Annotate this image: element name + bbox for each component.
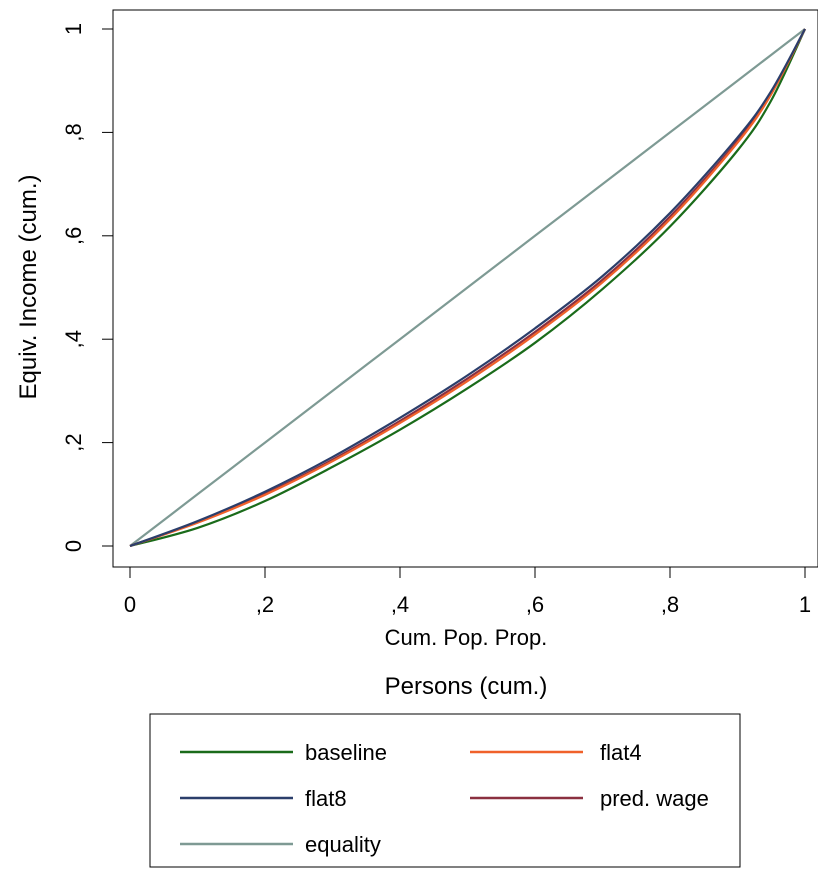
series-line-baseline <box>129 28 806 548</box>
y-tick-label: 0 <box>61 540 86 552</box>
y-tick-label: 1 <box>61 23 86 35</box>
x-tick-label: ,8 <box>661 592 679 617</box>
series-layer <box>129 28 806 548</box>
x-tick-label: 0 <box>124 592 136 617</box>
plot-frame <box>112 9 818 568</box>
series-line-equality <box>129 28 806 547</box>
legend-label-equality: equality <box>305 832 381 857</box>
x-tick-label: ,6 <box>526 592 544 617</box>
legend-box <box>149 713 741 868</box>
legend-label-baseline: baseline <box>305 740 387 765</box>
series-line-flat4 <box>129 28 806 548</box>
legend: baseline flat4 flat8 pred. wage equality <box>180 740 709 857</box>
x-tick-label: ,2 <box>256 592 274 617</box>
y-tick-label: ,4 <box>61 330 86 348</box>
y-tick-label: ,8 <box>61 123 86 141</box>
y-axis-title: Equiv. Income (cum.) <box>15 175 42 400</box>
x-tick-label: ,4 <box>391 592 409 617</box>
x-axis-title: Persons (cum.) <box>385 673 548 700</box>
legend-label-flat4: flat4 <box>600 740 642 765</box>
x-axis-subtitle: Cum. Pop. Prop. <box>385 625 548 650</box>
x-axis: 0 ,2 ,4 ,6 ,8 1 <box>124 567 811 617</box>
series-line-flat8 <box>129 28 806 548</box>
x-tick-label: 1 <box>799 592 811 617</box>
legend-label-flat8: flat8 <box>305 786 347 811</box>
legend-label-pred-wage: pred. wage <box>600 786 709 811</box>
y-tick-label: ,6 <box>61 227 86 245</box>
y-axis: 0 ,2 ,4 ,6 ,8 1 <box>61 23 113 552</box>
y-tick-label: ,2 <box>61 433 86 451</box>
